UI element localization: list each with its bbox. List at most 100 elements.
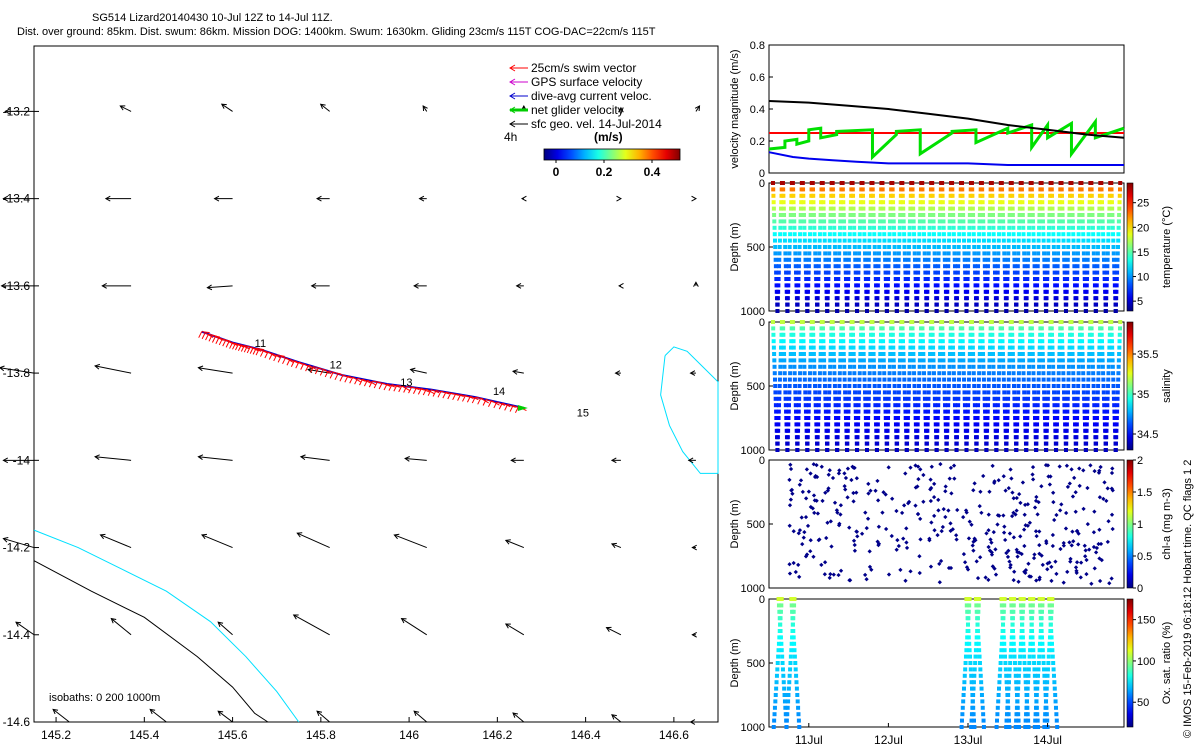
profile-point: [1016, 579, 1021, 584]
profile-point: [1052, 686, 1057, 691]
profile-point: [1072, 277, 1077, 281]
profile-point: [938, 345, 943, 350]
profile-point: [1040, 339, 1045, 344]
profile-point: [828, 345, 833, 350]
profile-point: [926, 384, 931, 388]
sfc-geo-arrowhead: [393, 533, 400, 540]
profile-point: [928, 213, 933, 217]
profile-point: [1071, 232, 1076, 237]
profile-point: [971, 680, 976, 685]
profile-point: [1117, 339, 1122, 344]
profile-point: [1067, 540, 1072, 545]
profile-point: [974, 559, 979, 564]
profile-point: [904, 435, 909, 440]
profile-point: [980, 326, 985, 331]
profile-point: [862, 232, 867, 237]
profile-point: [838, 358, 843, 363]
profile-point: [921, 352, 926, 356]
profile-point: [841, 345, 846, 350]
profile-point: [947, 232, 952, 237]
legend-colorbar-title: (m/s): [594, 130, 623, 144]
profile-point: [823, 396, 828, 401]
profile-point: [1082, 409, 1087, 414]
profile-point: [854, 490, 859, 495]
profile-point: [826, 270, 831, 275]
profile-point: [804, 283, 809, 288]
profile-point: [846, 409, 851, 414]
swim-vector: [471, 396, 476, 404]
swim-vector: [388, 384, 393, 391]
profile-point: [815, 448, 820, 452]
profile-point: [998, 667, 1003, 672]
profile-point: [1040, 641, 1045, 646]
profile-point: [1089, 193, 1094, 198]
profile-point: [902, 251, 907, 256]
profile-point: [876, 270, 881, 275]
profile-point: [954, 296, 959, 301]
profile-point: [793, 251, 798, 256]
profile-point: [1030, 339, 1035, 344]
profile-point: [928, 345, 933, 350]
profile-point: [1072, 475, 1077, 481]
profile-point: [826, 409, 831, 414]
profile-point: [947, 377, 952, 382]
profile-point: [854, 422, 859, 427]
profile-point: [842, 377, 847, 382]
profile-point: [855, 448, 860, 452]
profile-point: [807, 371, 812, 376]
profile-point: [1015, 693, 1020, 697]
profile-point: [1031, 648, 1036, 653]
profile-point: [1020, 206, 1025, 211]
profile-point: [1030, 603, 1035, 608]
profile-point: [823, 270, 828, 275]
sfc-geo-arrowhead: [110, 617, 117, 624]
profile-point: [1045, 257, 1050, 262]
profile-point: [1012, 661, 1017, 665]
profile-point: [872, 245, 877, 249]
profile-point: [1077, 200, 1082, 205]
profile-point: [800, 489, 805, 494]
profile-point: [1024, 448, 1029, 452]
profile-point: [969, 725, 974, 729]
profile-point: [814, 428, 819, 433]
profile-point: [897, 364, 902, 369]
profile-point: [1009, 326, 1014, 331]
profile-point: [987, 232, 992, 237]
profile-point: [927, 371, 932, 376]
profile-point: [946, 403, 951, 408]
profile-point: [792, 232, 797, 237]
profile-point: [1085, 257, 1090, 262]
profile-point: [787, 257, 792, 262]
profile-point: [796, 416, 801, 420]
profile-point: [976, 238, 981, 243]
profile-point: [785, 441, 790, 446]
profile-point: [797, 257, 802, 262]
profile-point: [932, 251, 937, 256]
profile-point: [1103, 296, 1108, 301]
profile-point: [953, 289, 958, 294]
profile-point: [1024, 309, 1029, 313]
profile-point: [890, 496, 895, 501]
colorbar: [1126, 598, 1134, 728]
profile-point: [1092, 416, 1097, 420]
profile-point: [941, 352, 946, 356]
profile-point: [1034, 705, 1039, 710]
profile-point: [864, 577, 869, 582]
profile-point: [981, 225, 986, 230]
profile-point: [983, 409, 988, 414]
profile-point: [1102, 257, 1107, 262]
profile-point: [1053, 435, 1058, 440]
profile-point: [1046, 238, 1051, 243]
profile-point: [928, 352, 933, 356]
profile-point: [878, 219, 883, 224]
profile-point: [927, 358, 932, 363]
profile-point: [871, 352, 876, 356]
swim-vector: [249, 347, 254, 354]
profile-point: [881, 213, 886, 217]
profile-point: [930, 200, 935, 205]
profile-point: [1016, 257, 1021, 262]
profile-point: [858, 358, 863, 363]
profile-point: [857, 238, 862, 243]
profile-point: [781, 332, 786, 337]
profile-point: [1041, 377, 1046, 382]
